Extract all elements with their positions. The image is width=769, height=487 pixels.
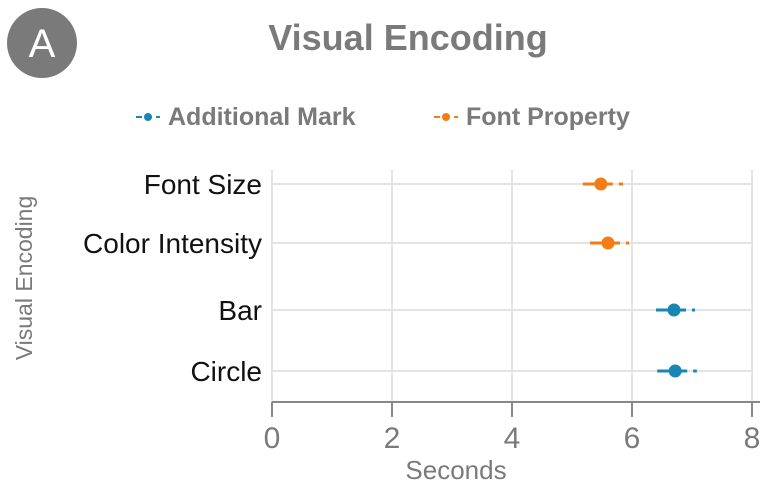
y-tick-label-color-intensity: Color Intensity <box>83 228 262 259</box>
axes: 0 2 4 6 8 Font Size Color Intensity Bar Circle <box>83 169 760 455</box>
y-tick-label-bar: Bar <box>218 295 262 326</box>
legend-font-property-label: Font Property <box>466 103 630 131</box>
y-tick-label-font-size: Font Size <box>144 169 262 200</box>
panel-label: A <box>29 22 56 66</box>
chart-title: Visual Encoding <box>268 17 547 58</box>
font-property-color-intensity-point <box>601 236 615 250</box>
x-tick-label-0: 0 <box>264 422 281 455</box>
legend-additional-mark-label: Additional Mark <box>168 103 356 131</box>
marks <box>582 177 697 378</box>
y-tick-label-circle: Circle <box>190 356 262 387</box>
additional-mark-circle-point <box>668 364 682 378</box>
x-axis-label: Seconds <box>405 455 506 485</box>
legend-font-property-dot <box>442 113 450 121</box>
additional-mark-bar-point <box>667 303 681 317</box>
panel-badge-circle <box>7 8 77 78</box>
x-tick-label-2: 2 <box>384 422 401 455</box>
panel-badge: A <box>7 8 77 78</box>
x-tick-label-6: 6 <box>624 422 641 455</box>
x-tick-label-8: 8 <box>744 422 761 455</box>
x-tick-label-4: 4 <box>504 422 521 455</box>
font-property-font-size-point <box>594 177 608 191</box>
legend: Additional Mark Font Property <box>136 103 630 131</box>
y-axis-label: Visual Encoding <box>11 196 37 361</box>
legend-additional-mark-dot <box>144 113 152 121</box>
